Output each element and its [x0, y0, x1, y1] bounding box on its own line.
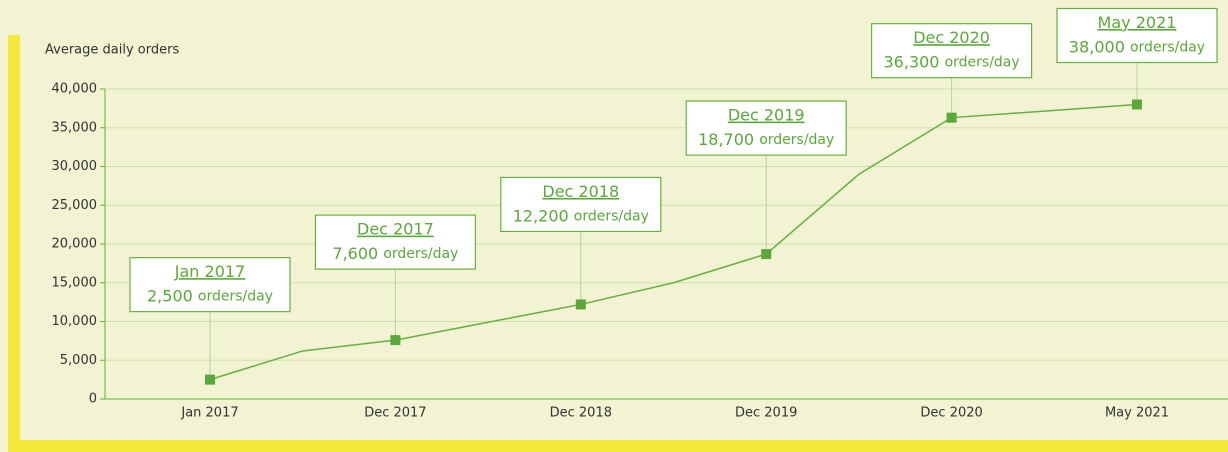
x-tick-label: Dec 2017	[364, 406, 426, 421]
y-tick-label: 5,000	[60, 353, 97, 368]
annotation-number: 36,300	[884, 52, 940, 71]
annotation-title: Dec 2019	[728, 106, 805, 125]
y-tick-label: 0	[89, 392, 97, 407]
y-tick-label: 35,000	[52, 120, 98, 135]
annotation-box	[314, 214, 476, 270]
annotation-box	[1056, 7, 1218, 64]
x-tick-label: Jan 2017	[180, 406, 238, 421]
marker	[761, 249, 772, 260]
annotation-value: 38,000 orders/day	[1069, 37, 1205, 56]
annotation-number: 12,200	[513, 206, 569, 225]
y-tick-label: 25,000	[52, 198, 98, 213]
y-tick-label: 30,000	[52, 159, 98, 174]
annotation-number: 38,000	[1069, 37, 1125, 56]
accent-bar	[8, 440, 1228, 452]
y-tick-label: 15,000	[52, 275, 98, 290]
y-tick-label: 40,000	[52, 82, 98, 97]
annotation-number: 18,700	[698, 130, 754, 149]
x-tick-label: Dec 2019	[735, 406, 797, 421]
annotation-title: Dec 2017	[357, 220, 434, 239]
marker	[1132, 99, 1142, 110]
annotation-value: 2,500 orders/day	[147, 286, 273, 305]
marker	[946, 112, 957, 123]
annotation-box	[500, 176, 662, 233]
annotation-box	[870, 23, 1033, 79]
annotation-title: Jan 2017	[174, 262, 245, 281]
annotation-unit: orders/day	[945, 55, 1020, 71]
annotation-value: 12,200 orders/day	[513, 206, 649, 225]
annotation-unit: orders/day	[759, 132, 834, 148]
x-tick-label: Dec 2018	[550, 406, 612, 421]
annotation-title: Dec 2018	[542, 182, 619, 201]
annotation-title: Dec 2020	[913, 28, 990, 47]
annotation-unit: orders/day	[574, 208, 649, 224]
annotation-unit: orders/day	[1130, 40, 1205, 56]
accent-bar	[8, 35, 20, 452]
annotation-box	[129, 257, 291, 313]
annotation-box	[685, 100, 847, 156]
annotation-unit: orders/day	[198, 289, 273, 305]
marker	[205, 374, 215, 385]
marker	[575, 299, 586, 310]
x-tick-label: May 2021	[1105, 406, 1169, 421]
annotation-number: 7,600	[332, 244, 378, 263]
y-tick-label: 10,000	[52, 314, 98, 329]
annotation-unit: orders/day	[383, 246, 458, 262]
annotation-value: 7,600 orders/day	[332, 244, 458, 263]
line	[209, 103, 1138, 381]
annotation-title: May 2021	[1098, 13, 1177, 32]
y-axis-label: Average daily orders	[45, 43, 179, 58]
annotation-value: 36,300 orders/day	[884, 52, 1020, 71]
x-tick-label: Dec 2020	[920, 406, 982, 421]
y-tick-label: 20,000	[52, 237, 98, 252]
annotation-number: 2,500	[147, 286, 193, 305]
marker	[390, 335, 401, 346]
annotation-value: 18,700 orders/day	[698, 130, 834, 149]
